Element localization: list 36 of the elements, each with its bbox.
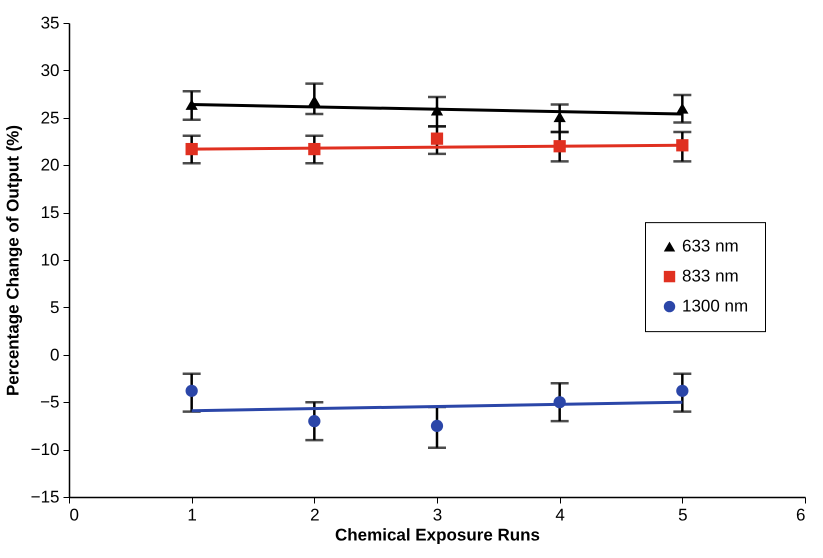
y-tick-label: 15	[40, 203, 60, 222]
x-tick-label: 4	[555, 506, 565, 524]
y-tick-label: 10	[40, 250, 60, 270]
y-tick-label: −5	[40, 392, 60, 412]
y-tick-label: 0	[50, 345, 60, 364]
y-tick-label: 5	[50, 298, 60, 317]
x-tick-label: 3	[432, 506, 442, 524]
point	[676, 384, 688, 397]
y-tick-label: −10	[30, 440, 60, 460]
point	[676, 103, 688, 114]
y-tick-label: 35	[40, 14, 60, 32]
point	[554, 112, 566, 122]
y-tick-label: 30	[40, 60, 60, 80]
x-tick-label: 5	[678, 506, 688, 524]
x-tick-label: 2	[310, 506, 320, 524]
x-tick-label: 6	[796, 506, 806, 524]
point	[186, 99, 198, 110]
x-tick-label: 0	[70, 506, 79, 524]
point	[186, 142, 198, 156]
point	[554, 396, 566, 408]
y-tick-label: 25	[40, 108, 60, 128]
point	[554, 140, 566, 152]
legend-label: 833 nm	[682, 266, 739, 286]
y-axis-title: Percentage Change of Output (%)	[4, 124, 23, 396]
point	[308, 142, 320, 156]
point	[676, 139, 688, 152]
point	[430, 132, 444, 145]
x-axis-title: Chemical Exposure Runs	[334, 526, 540, 544]
y-tick-label: 20	[40, 156, 60, 175]
point	[430, 420, 444, 432]
point	[186, 384, 198, 397]
point	[308, 415, 320, 428]
legend-label: 633 nm	[682, 236, 739, 256]
y-tick-label: −15	[30, 488, 60, 506]
x-tick-label: 1	[187, 506, 197, 524]
legend-label: 1300 nm	[682, 296, 748, 316]
